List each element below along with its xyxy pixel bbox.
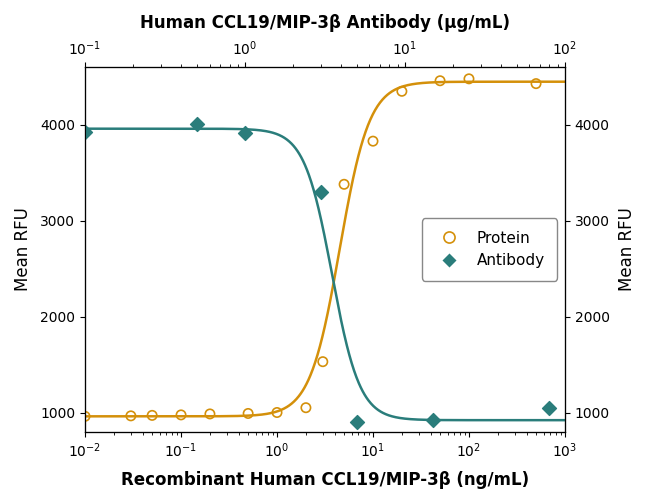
Point xyxy=(272,408,282,416)
Point xyxy=(531,79,541,88)
Point xyxy=(428,416,438,424)
Point xyxy=(339,180,349,188)
Legend: Protein, Antibody: Protein, Antibody xyxy=(422,218,557,281)
Point xyxy=(352,418,362,426)
Point xyxy=(192,120,202,128)
X-axis label: Human CCL19/MIP-3β Antibody (μg/mL): Human CCL19/MIP-3β Antibody (μg/mL) xyxy=(140,14,510,32)
Y-axis label: Mean RFU: Mean RFU xyxy=(14,208,32,291)
Point xyxy=(316,188,326,196)
Point xyxy=(176,411,187,419)
Y-axis label: Mean RFU: Mean RFU xyxy=(618,208,636,291)
Point xyxy=(396,87,407,95)
Point xyxy=(80,128,90,136)
Point xyxy=(301,404,311,412)
Point xyxy=(240,129,250,137)
Point xyxy=(368,137,378,145)
Point xyxy=(147,411,157,420)
Point xyxy=(318,358,328,366)
Point xyxy=(435,77,445,85)
Point xyxy=(80,412,90,421)
Point xyxy=(205,410,215,418)
Point xyxy=(544,404,554,412)
Point xyxy=(243,409,254,417)
Point xyxy=(463,75,474,83)
Point xyxy=(125,412,136,420)
X-axis label: Recombinant Human CCL19/MIP-3β (ng/mL): Recombinant Human CCL19/MIP-3β (ng/mL) xyxy=(121,471,529,489)
